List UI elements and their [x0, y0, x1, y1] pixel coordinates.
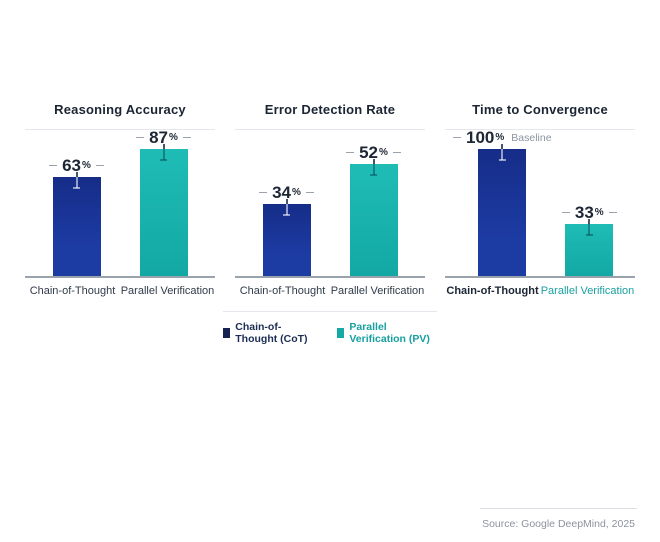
value-dash [392, 151, 401, 154]
value-dash [49, 164, 58, 167]
value-dash [95, 164, 104, 167]
error-bar [370, 159, 377, 176]
value-unit: % [594, 207, 604, 218]
bar-column: 87 % [120, 129, 207, 276]
bar-value-label: 63 % [49, 157, 104, 174]
error-bar [160, 144, 167, 161]
value-dash [346, 151, 355, 154]
error-bar [283, 199, 290, 216]
bar-group: 100 % Baseline 33 % [445, 129, 635, 276]
value-number: 52 [359, 143, 378, 162]
value-dash [561, 211, 570, 214]
value-unit: % [292, 187, 301, 198]
legend-label-cot: Chain-of-Thought (CoT) [235, 321, 308, 345]
bar-value-label: 34 % [259, 184, 314, 201]
source-attribution: Source: Google DeepMind, 2025 [480, 508, 637, 530]
axis-label-cot: Chain-of-Thought [29, 285, 116, 297]
bar-chain-of-thought [262, 199, 311, 276]
panel-time-to-convergence: Time to Convergence 100 % Baseline [445, 102, 635, 297]
axis-label-pv: Parallel Verification [120, 285, 215, 297]
bar-column: 33 % [552, 204, 627, 276]
value-dash [608, 211, 617, 214]
value-dash [136, 136, 145, 139]
value-number: 87 [149, 128, 168, 147]
bar-column: 52 % [330, 144, 417, 276]
plot-area: 34 % 52 % [235, 129, 425, 278]
bar-value-label: 52 % [346, 144, 401, 161]
panel-title: Reasoning Accuracy [54, 102, 186, 117]
value-dash [453, 136, 461, 139]
value-unit: % [379, 147, 388, 158]
legend-swatch-cot [223, 328, 231, 338]
legend-item-cot: Chain-of-Thought (CoT) [223, 321, 321, 345]
plot-area: 63 % 87 % [25, 129, 215, 278]
bar-parallel-verification [565, 219, 614, 276]
x-axis-labels: Chain-of-Thought Parallel Verification [445, 285, 635, 297]
axis-label-pv: Parallel Verification [540, 285, 635, 297]
bar-column: 63 % [33, 157, 120, 276]
value-dash [182, 136, 191, 139]
plot-area: 100 % Baseline 33 % [445, 129, 635, 278]
bar-group: 63 % 87 % [25, 129, 215, 276]
value-number: 34 [272, 183, 291, 202]
bar-chain-of-thought [52, 172, 101, 276]
axis-label-cot: Chain-of-Thought [239, 285, 326, 297]
value-unit: % [495, 132, 505, 143]
value-unit: % [82, 160, 91, 171]
bar-value-label: 87 % [136, 129, 191, 146]
bar-parallel-verification [349, 159, 398, 276]
error-bar [73, 172, 80, 189]
error-bar [498, 144, 506, 161]
panel-reasoning-accuracy: Reasoning Accuracy 63 % [25, 102, 215, 297]
value-number: 33 [574, 203, 594, 222]
bar-chain-of-thought [478, 144, 527, 276]
value-dash [259, 191, 268, 194]
axis-label-pv: Parallel Verification [330, 285, 425, 297]
value-number: 63 [62, 156, 81, 175]
x-axis-labels: Chain-of-Thought Parallel Verification [25, 285, 215, 297]
legend: Chain-of-Thought (CoT) Parallel Verifica… [223, 311, 437, 345]
value-dash [305, 191, 314, 194]
x-axis-labels: Chain-of-Thought Parallel Verification [235, 285, 425, 297]
error-bar [585, 219, 593, 236]
chart-panels: Reasoning Accuracy 63 % [25, 102, 635, 297]
bar-group: 34 % 52 % [235, 130, 425, 276]
legend-label-pv: Parallel Verification (PV) [349, 321, 430, 345]
panel-title: Error Detection Rate [264, 102, 396, 117]
value-unit: % [169, 132, 178, 143]
legend-item-pv: Parallel Verification (PV) [337, 321, 437, 345]
axis-label-cot: Chain-of-Thought [446, 285, 539, 297]
value-number: 100 [466, 128, 495, 147]
panel-error-detection-rate: Error Detection Rate 34 % [235, 102, 425, 297]
baseline-annotation: Baseline [511, 131, 552, 144]
bar-column: 34 % [243, 184, 330, 276]
bar-parallel-verification [139, 144, 188, 276]
legend-swatch-pv [337, 328, 345, 338]
panel-title: Time to Convergence [472, 102, 608, 117]
bar-value-label: 100 % Baseline [453, 129, 552, 146]
bar-column: 100 % Baseline [453, 129, 552, 276]
bar-value-label: 33 % [561, 203, 617, 222]
